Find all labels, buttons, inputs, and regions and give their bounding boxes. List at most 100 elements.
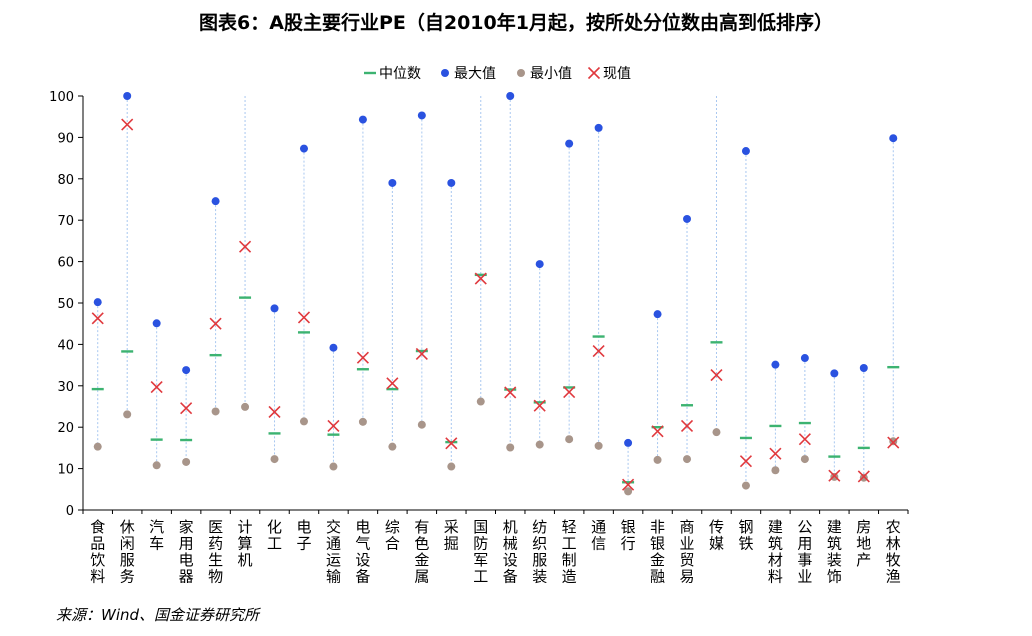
legend-label: 现值 (603, 66, 631, 82)
category-label: 汽车 (149, 518, 164, 553)
max-point (270, 304, 279, 313)
marks-layer (91, 92, 900, 496)
max-point (653, 310, 662, 319)
max-point (447, 178, 456, 187)
min-point (506, 443, 515, 452)
min-point (152, 461, 161, 470)
category-label: 化工 (267, 518, 282, 553)
current-mark (769, 447, 782, 460)
category-label: 家用电器 (179, 518, 194, 586)
y-tick-label: 40 (57, 338, 74, 353)
range-lines-layer (97, 96, 894, 492)
max-point (388, 178, 397, 187)
min-point (771, 466, 780, 475)
max-point (594, 123, 603, 132)
current-mark (327, 419, 340, 433)
current-mark (680, 419, 694, 433)
category-label: 房地产 (856, 518, 871, 569)
current-mark (651, 425, 664, 438)
min-point (683, 455, 692, 464)
current-mark (504, 386, 517, 399)
current-mark (209, 317, 222, 330)
category-label: 钢铁 (738, 518, 753, 553)
max-point (93, 298, 102, 307)
category-label: 纺织服装 (532, 518, 547, 586)
max-point (506, 92, 515, 100)
max-point (417, 111, 426, 120)
source-note: 来源：Wind、国金证券研究所 (56, 606, 260, 624)
max-point (182, 366, 191, 375)
min-point (123, 410, 132, 419)
current-mark (857, 470, 870, 483)
max-point (859, 363, 868, 372)
current-mark (710, 368, 723, 382)
max-point (329, 343, 338, 352)
current-mark (798, 433, 811, 446)
category-label: 通信 (591, 518, 606, 553)
category-label: 公用事业 (797, 518, 812, 586)
min-point (800, 455, 809, 464)
min-point (624, 487, 633, 496)
category-label: 交通运输 (326, 518, 341, 586)
y-tick-label: 10 (57, 463, 74, 478)
y-tick-label: 60 (57, 256, 74, 271)
current-mark (533, 399, 546, 412)
category-label: 传媒 (709, 518, 724, 553)
max-point (123, 92, 132, 100)
max-point (889, 134, 898, 143)
category-label: 休闲服务 (120, 518, 135, 586)
current-mark (592, 344, 605, 358)
current-mark (445, 437, 458, 450)
max-point-legend (441, 69, 449, 77)
min-point (535, 440, 544, 449)
current-mark (297, 311, 311, 324)
min-point (476, 397, 485, 406)
max-point (535, 260, 544, 269)
category-label: 采掘 (444, 518, 459, 553)
min-point (594, 441, 603, 450)
min-point (653, 455, 662, 464)
axes-layer: 0 10 20 30 40 50 60 70 80 90 100 食品饮料休闲服务汽车家用电器医药生物… (49, 90, 909, 586)
current-mark (415, 347, 428, 360)
max-point (624, 438, 633, 447)
min-point (211, 407, 220, 416)
current-mark (268, 405, 281, 418)
min-point (388, 442, 397, 451)
y-tick-label: 20 (57, 421, 74, 436)
current-mark (121, 118, 134, 131)
current-mark (622, 478, 635, 491)
current-mark (238, 240, 252, 253)
current-mark-legend (587, 66, 601, 80)
current-mark (563, 385, 576, 399)
category-label: 农林牧渔 (886, 518, 901, 586)
current-mark (739, 455, 753, 468)
category-label: 商业贸易 (680, 518, 695, 586)
legend-label: 最小值 (530, 66, 572, 82)
y-tick-label: 0 (66, 504, 74, 519)
category-label: 建筑装饰 (827, 518, 842, 586)
legend-label: 最大值 (454, 66, 496, 82)
y-tick-label: 70 (57, 214, 74, 229)
y-tick-label: 80 (57, 173, 74, 188)
y-tick-label: 100 (49, 90, 74, 105)
min-point (329, 462, 338, 471)
min-point-legend (517, 69, 525, 77)
min-point (270, 455, 279, 464)
min-point (859, 473, 868, 482)
category-label: 国防军工 (473, 518, 488, 586)
max-point (830, 369, 839, 378)
category-label: 电气设备 (355, 518, 370, 586)
max-point (683, 214, 692, 223)
max-point (358, 115, 367, 124)
max-point (299, 144, 308, 153)
chart-title: 图表6：A股主要行业PE（自2010年1月起，按所处分位数由高到低排序） (199, 12, 833, 34)
min-point (889, 437, 898, 446)
max-point (771, 360, 780, 369)
current-mark (828, 469, 841, 482)
legend-label: 中位数 (379, 66, 421, 82)
current-mark (180, 402, 193, 415)
category-label: 食品饮料 (90, 518, 105, 586)
category-label: 轻工制造 (562, 518, 577, 586)
category-label: 建筑材料 (768, 518, 783, 586)
